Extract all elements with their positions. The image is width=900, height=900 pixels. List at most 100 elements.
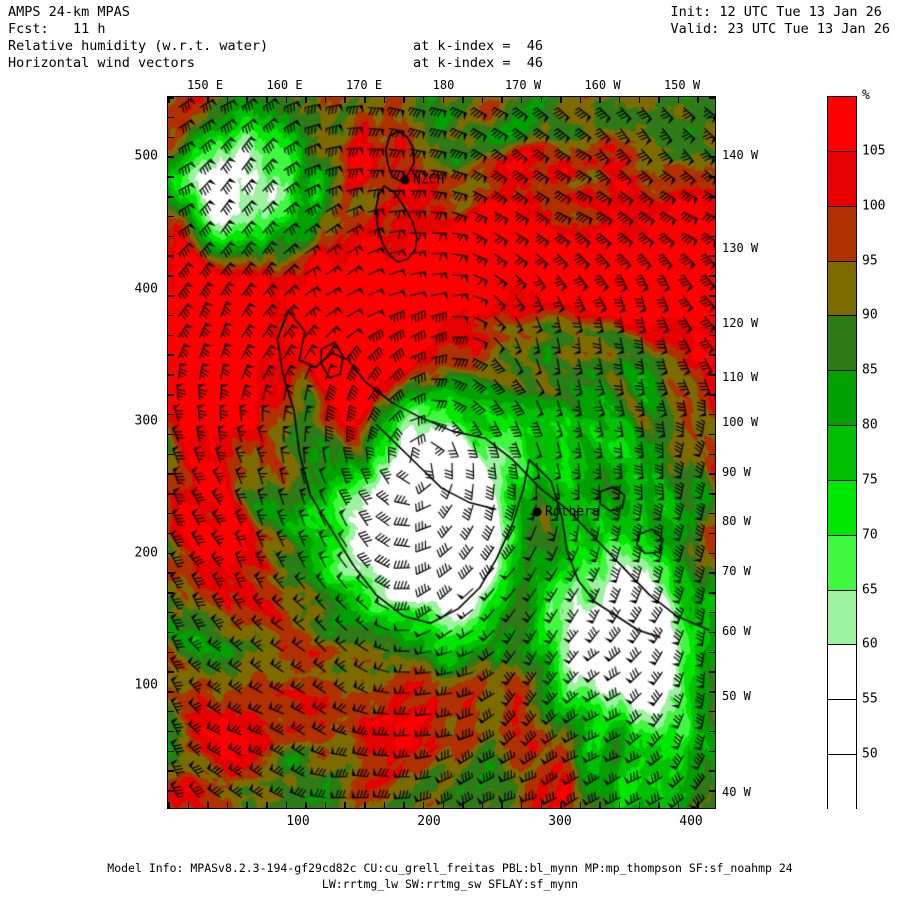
axis-tick-mark	[168, 592, 174, 594]
axis-tick-mark	[168, 611, 174, 614]
axis-tick-mark	[442, 802, 444, 808]
axis-tick-mark	[168, 493, 174, 495]
axis-tick-mark	[364, 802, 366, 808]
axis-tick-mark	[709, 176, 715, 178]
longitude-tick-right: 60 W	[722, 624, 751, 638]
axis-tick-mark	[344, 802, 346, 808]
colorbar-tick: 80	[862, 417, 878, 433]
x-axis-bottom: 100 200 300 400	[167, 814, 716, 832]
axis-tick-mark	[305, 802, 307, 808]
colorbar-band	[828, 535, 856, 591]
y-axis-tick-left: 400	[134, 281, 158, 297]
station-label-rothera: Rothera	[545, 504, 600, 520]
colorbar-band	[828, 97, 856, 152]
longitude-tick-right: 140 W	[722, 148, 759, 162]
axis-tick-mark	[638, 802, 641, 808]
model-title: AMPS 24-km MPAS	[8, 4, 130, 20]
axis-tick-mark	[709, 691, 715, 693]
axis-tick-mark	[168, 116, 174, 119]
colorbar-band	[828, 480, 856, 536]
axis-tick-mark	[187, 97, 190, 103]
axis-tick-mark	[168, 691, 174, 693]
axis-tick-mark	[540, 97, 543, 103]
axis-tick-mark	[168, 97, 170, 103]
axis-tick-mark	[658, 97, 660, 103]
axis-tick-mark	[168, 314, 174, 317]
colorbar-band	[828, 316, 856, 372]
longitude-tick-right: 90 W	[722, 465, 751, 479]
axis-tick-mark	[709, 196, 715, 198]
axis-tick-mark	[168, 631, 174, 634]
axis-tick-mark	[168, 572, 174, 574]
colorbar-tick: 65	[862, 582, 878, 598]
axis-tick-mark	[285, 802, 288, 808]
init-time: Init: 12 UTC Tue 13 Jan 26	[670, 4, 882, 20]
axis-tick-mark	[709, 730, 715, 733]
map-plot-area[interactable]: NZCH Rothera	[167, 96, 716, 809]
longitude-tick-right: 70 W	[722, 564, 751, 578]
axis-tick-mark	[520, 97, 523, 103]
axis-tick-mark	[422, 97, 425, 103]
axis-tick-mark	[168, 671, 174, 673]
axis-tick-mark	[168, 196, 174, 198]
axis-tick-mark	[226, 97, 229, 103]
colorbar-tick: 60	[862, 636, 878, 652]
colorbar-tick: 95	[862, 253, 878, 269]
axis-tick-mark	[709, 334, 715, 337]
axis-tick-mark	[709, 671, 715, 673]
axis-tick-mark	[599, 97, 601, 103]
y-axis-left: 500 400 300 200 100	[100, 96, 158, 809]
axis-tick-mark	[168, 552, 174, 555]
axis-tick-mark	[709, 116, 715, 119]
axis-tick-mark	[481, 97, 484, 103]
axis-tick-mark	[168, 730, 174, 733]
longitude-axis-top: 150 E 160 E 170 E 180 170 W 160 W 150 W	[167, 78, 716, 94]
model-info-footer: Model Info: MPASv8.2.3-194-gf29cd82c CU:…	[0, 860, 900, 892]
axis-tick-mark	[709, 156, 715, 158]
field-label-humidity: Relative humidity (w.r.t. water)	[8, 38, 269, 54]
colorbar[interactable]	[827, 96, 857, 810]
colorbar-band	[828, 426, 856, 481]
axis-tick-mark	[709, 295, 715, 297]
relative-humidity-field	[168, 97, 715, 808]
colorbar-tick: 75	[862, 472, 878, 488]
axis-tick-mark	[187, 802, 190, 808]
axis-tick-mark	[709, 572, 715, 574]
colorbar-tick: 50	[862, 746, 878, 762]
axis-tick-mark	[501, 97, 503, 103]
axis-tick-mark	[709, 136, 715, 139]
axis-tick-mark	[677, 802, 680, 808]
colorbar-band	[828, 645, 856, 701]
axis-tick-mark	[168, 413, 174, 416]
axis-tick-mark	[618, 97, 621, 103]
axis-tick-mark	[709, 413, 715, 416]
colorbar-band	[828, 590, 856, 646]
axis-tick-mark	[207, 802, 209, 808]
header-left-block: AMPS 24-km MPAS Fcst: 11 h Relative humi…	[8, 4, 268, 72]
x-axis-tick-bottom: 300	[548, 814, 572, 829]
axis-tick-mark	[168, 651, 174, 654]
colorbar-unit-label: %	[862, 88, 870, 103]
axis-tick-mark	[168, 255, 174, 257]
axis-tick-mark	[168, 275, 174, 277]
axis-tick-mark	[638, 97, 641, 103]
colorbar-band	[828, 700, 856, 756]
model-info-line2: LW:rrtmg_lw SW:rrtmg_sw SFLAY:sf_mynn	[321, 877, 579, 891]
valid-time: Valid: 23 UTC Tue 13 Jan 26	[670, 21, 890, 37]
axis-tick-mark	[709, 493, 715, 495]
axis-tick-mark	[305, 97, 307, 103]
axis-tick-mark	[324, 97, 327, 103]
axis-tick-mark	[168, 790, 174, 792]
axis-tick-mark	[344, 97, 346, 103]
axis-tick-mark	[168, 394, 174, 396]
y-axis-tick-left: 300	[134, 413, 158, 429]
axis-tick-mark	[481, 802, 484, 808]
colorbar-tick: 85	[862, 362, 878, 378]
colorbar-tick: 100	[862, 198, 886, 214]
y-axis-tick-left: 100	[134, 677, 158, 693]
x-axis-tick-bottom: 200	[417, 814, 441, 829]
longitude-tick-right: 120 W	[722, 316, 759, 330]
axis-tick-mark	[168, 374, 174, 376]
model-info-line1: Model Info: MPASv8.2.3-194-gf29cd82c CU:…	[107, 861, 793, 875]
axis-tick-mark	[709, 532, 715, 535]
